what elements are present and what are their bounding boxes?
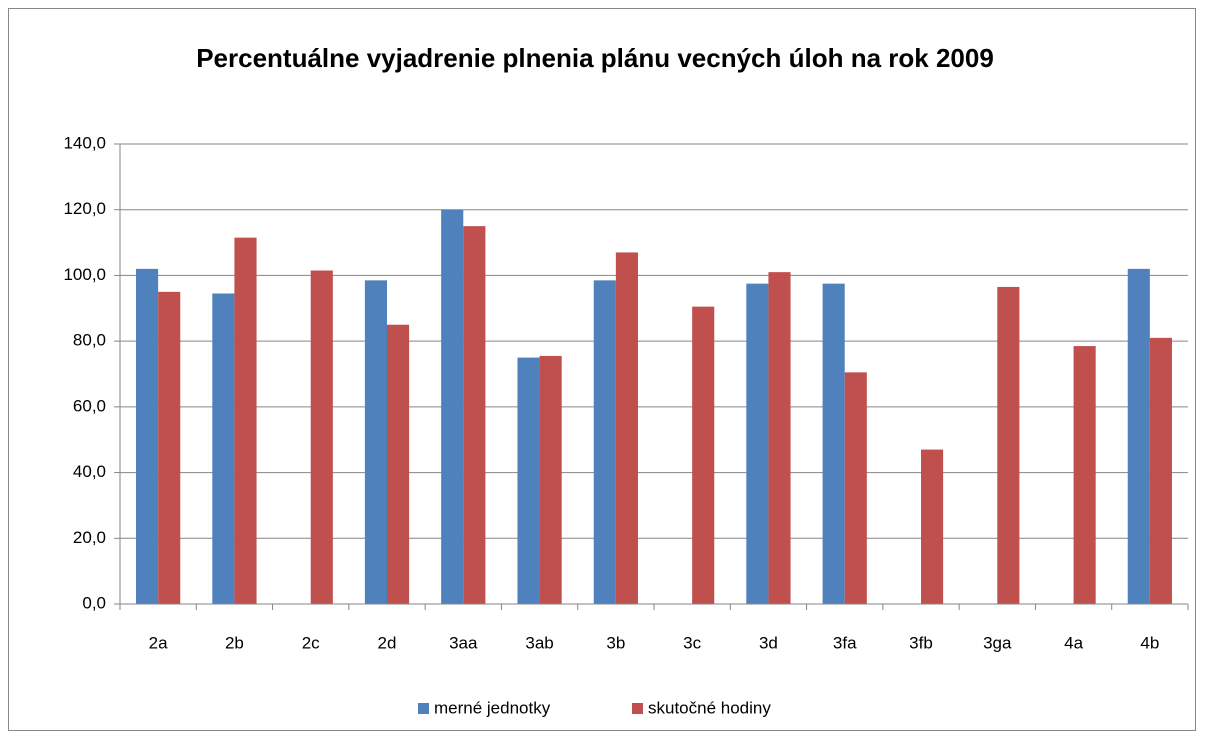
y-tick-label: 0,0 <box>82 593 106 612</box>
x-tick-label: 3fa <box>833 633 857 652</box>
x-tick-label: 2d <box>378 633 397 652</box>
bar <box>136 268 159 604</box>
y-tick-label: 80,0 <box>73 331 106 350</box>
bar <box>1149 337 1172 604</box>
bar <box>921 449 944 604</box>
y-tick-label: 120,0 <box>63 199 106 218</box>
y-tick-label: 100,0 <box>63 265 106 284</box>
bar <box>234 237 257 604</box>
bar <box>593 280 616 604</box>
bar <box>746 283 769 604</box>
bar <box>364 280 387 604</box>
x-tick-label: 4b <box>1140 633 1159 652</box>
legend-label: merné jednotky <box>434 698 551 717</box>
x-tick-label: 3fb <box>909 633 933 652</box>
x-tick-label: 4a <box>1064 633 1083 652</box>
bar <box>692 306 715 604</box>
chart-frame <box>8 8 1196 731</box>
y-tick-label: 140,0 <box>63 133 106 152</box>
legend-swatch <box>418 703 429 714</box>
bar <box>615 252 638 604</box>
bar <box>158 291 181 604</box>
x-tick-label: 2c <box>302 633 320 652</box>
bar <box>1127 268 1150 604</box>
x-tick-label: 2a <box>149 633 168 652</box>
y-tick-label: 40,0 <box>73 462 106 481</box>
bar <box>517 357 540 604</box>
bar <box>539 355 562 604</box>
x-tick-label: 3d <box>759 633 778 652</box>
x-tick-label: 3ab <box>525 633 553 652</box>
x-tick-label: 2b <box>225 633 244 652</box>
bar <box>212 293 235 604</box>
bar <box>463 226 486 604</box>
bar <box>997 286 1020 604</box>
bar <box>387 324 410 604</box>
x-tick-label: 3b <box>606 633 625 652</box>
bar <box>768 272 791 604</box>
x-tick-label: 3aa <box>449 633 478 652</box>
y-tick-label: 20,0 <box>73 528 106 547</box>
bar <box>822 283 845 604</box>
bar <box>1073 346 1096 604</box>
bar <box>310 270 333 604</box>
x-tick-label: 3ga <box>983 633 1012 652</box>
legend-swatch <box>632 703 643 714</box>
legend-label: skutočné hodiny <box>648 698 771 717</box>
y-tick-label: 60,0 <box>73 396 106 415</box>
bar <box>441 209 464 604</box>
x-tick-label: 3c <box>683 633 701 652</box>
bar <box>844 372 867 604</box>
chart-title: Percentuálne vyjadrenie plnenia plánu ve… <box>196 43 994 73</box>
